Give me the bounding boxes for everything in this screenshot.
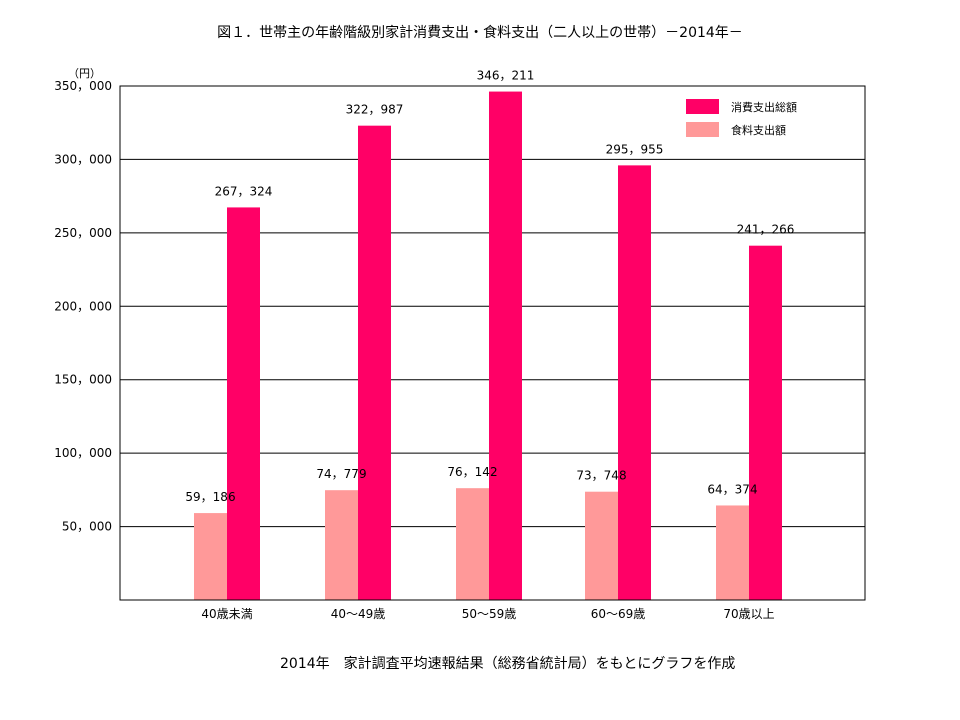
x-category-label: 60～69歳 — [591, 607, 646, 621]
data-label-food: 76，142 — [447, 465, 497, 479]
data-label-total-consumption: 267，324 — [215, 184, 273, 198]
legend-swatch-food — [686, 122, 719, 137]
data-labels: 59，186 267，324 74，779 322，987 76，142 346，211 7… — [185, 69, 794, 505]
bar-total-consumption — [227, 207, 260, 600]
y-tick-label: 350，000 — [54, 79, 112, 93]
x-axis-categories: 40歳未満 40～49歳 50～59歳 60～69歳 70歳以上 — [201, 607, 774, 621]
plot-frame — [119, 85, 866, 601]
bar-total-consumption — [749, 245, 782, 600]
data-label-food: 73，748 — [576, 469, 626, 483]
bar-total-consumption — [618, 165, 651, 600]
bar-total-consumption — [358, 125, 391, 600]
data-label-food: 64，374 — [707, 482, 757, 496]
data-label-food: 74，779 — [316, 467, 366, 481]
y-tick-label: 100，000 — [54, 446, 112, 460]
y-axis-unit: （円） — [68, 67, 101, 80]
data-label-total-consumption: 295，955 — [606, 142, 664, 156]
chart-title: 図１．世帯主の年齢階級別家計消費支出・食料支出（二人以上の世帯）－2014年－ — [217, 25, 743, 41]
source-note: 2014年 家計調査平均速報結果（総務省統計局）をもとにグラフを作成 — [280, 656, 736, 672]
bar-food — [716, 505, 749, 600]
y-axis-ticks: 50，000 100，000 150，000 200，000 250，000 300，00… — [54, 79, 112, 534]
bar-food — [585, 491, 618, 600]
y-tick-label: 200，000 — [54, 299, 112, 313]
bar-food — [456, 488, 489, 600]
data-label-total-consumption: 346，211 — [477, 69, 535, 83]
data-label-total-consumption: 322，987 — [346, 103, 404, 117]
x-category-label: 70歳以上 — [723, 607, 774, 621]
y-tick-label: 150，000 — [54, 373, 112, 387]
bars — [194, 91, 782, 600]
bar-food — [194, 513, 227, 600]
legend-label-total-consumption: 消費支出総額 — [731, 100, 797, 114]
legend: 消費支出総額 食料支出額 — [686, 99, 797, 137]
x-category-label: 40～49歳 — [331, 607, 386, 621]
y-tick-label: 250，000 — [54, 226, 112, 240]
y-tick-label: 300，000 — [54, 152, 112, 166]
data-label-total-consumption: 241，266 — [737, 223, 795, 237]
x-category-label: 50～59歳 — [462, 607, 517, 621]
bar-food — [325, 490, 358, 600]
legend-swatch-total-consumption — [686, 99, 719, 114]
data-label-food: 59，186 — [185, 490, 235, 504]
x-category-label: 40歳未満 — [201, 607, 252, 621]
bar-total-consumption — [489, 91, 522, 600]
y-tick-label: 50，000 — [62, 520, 112, 534]
legend-label-food: 食料支出額 — [731, 123, 786, 137]
